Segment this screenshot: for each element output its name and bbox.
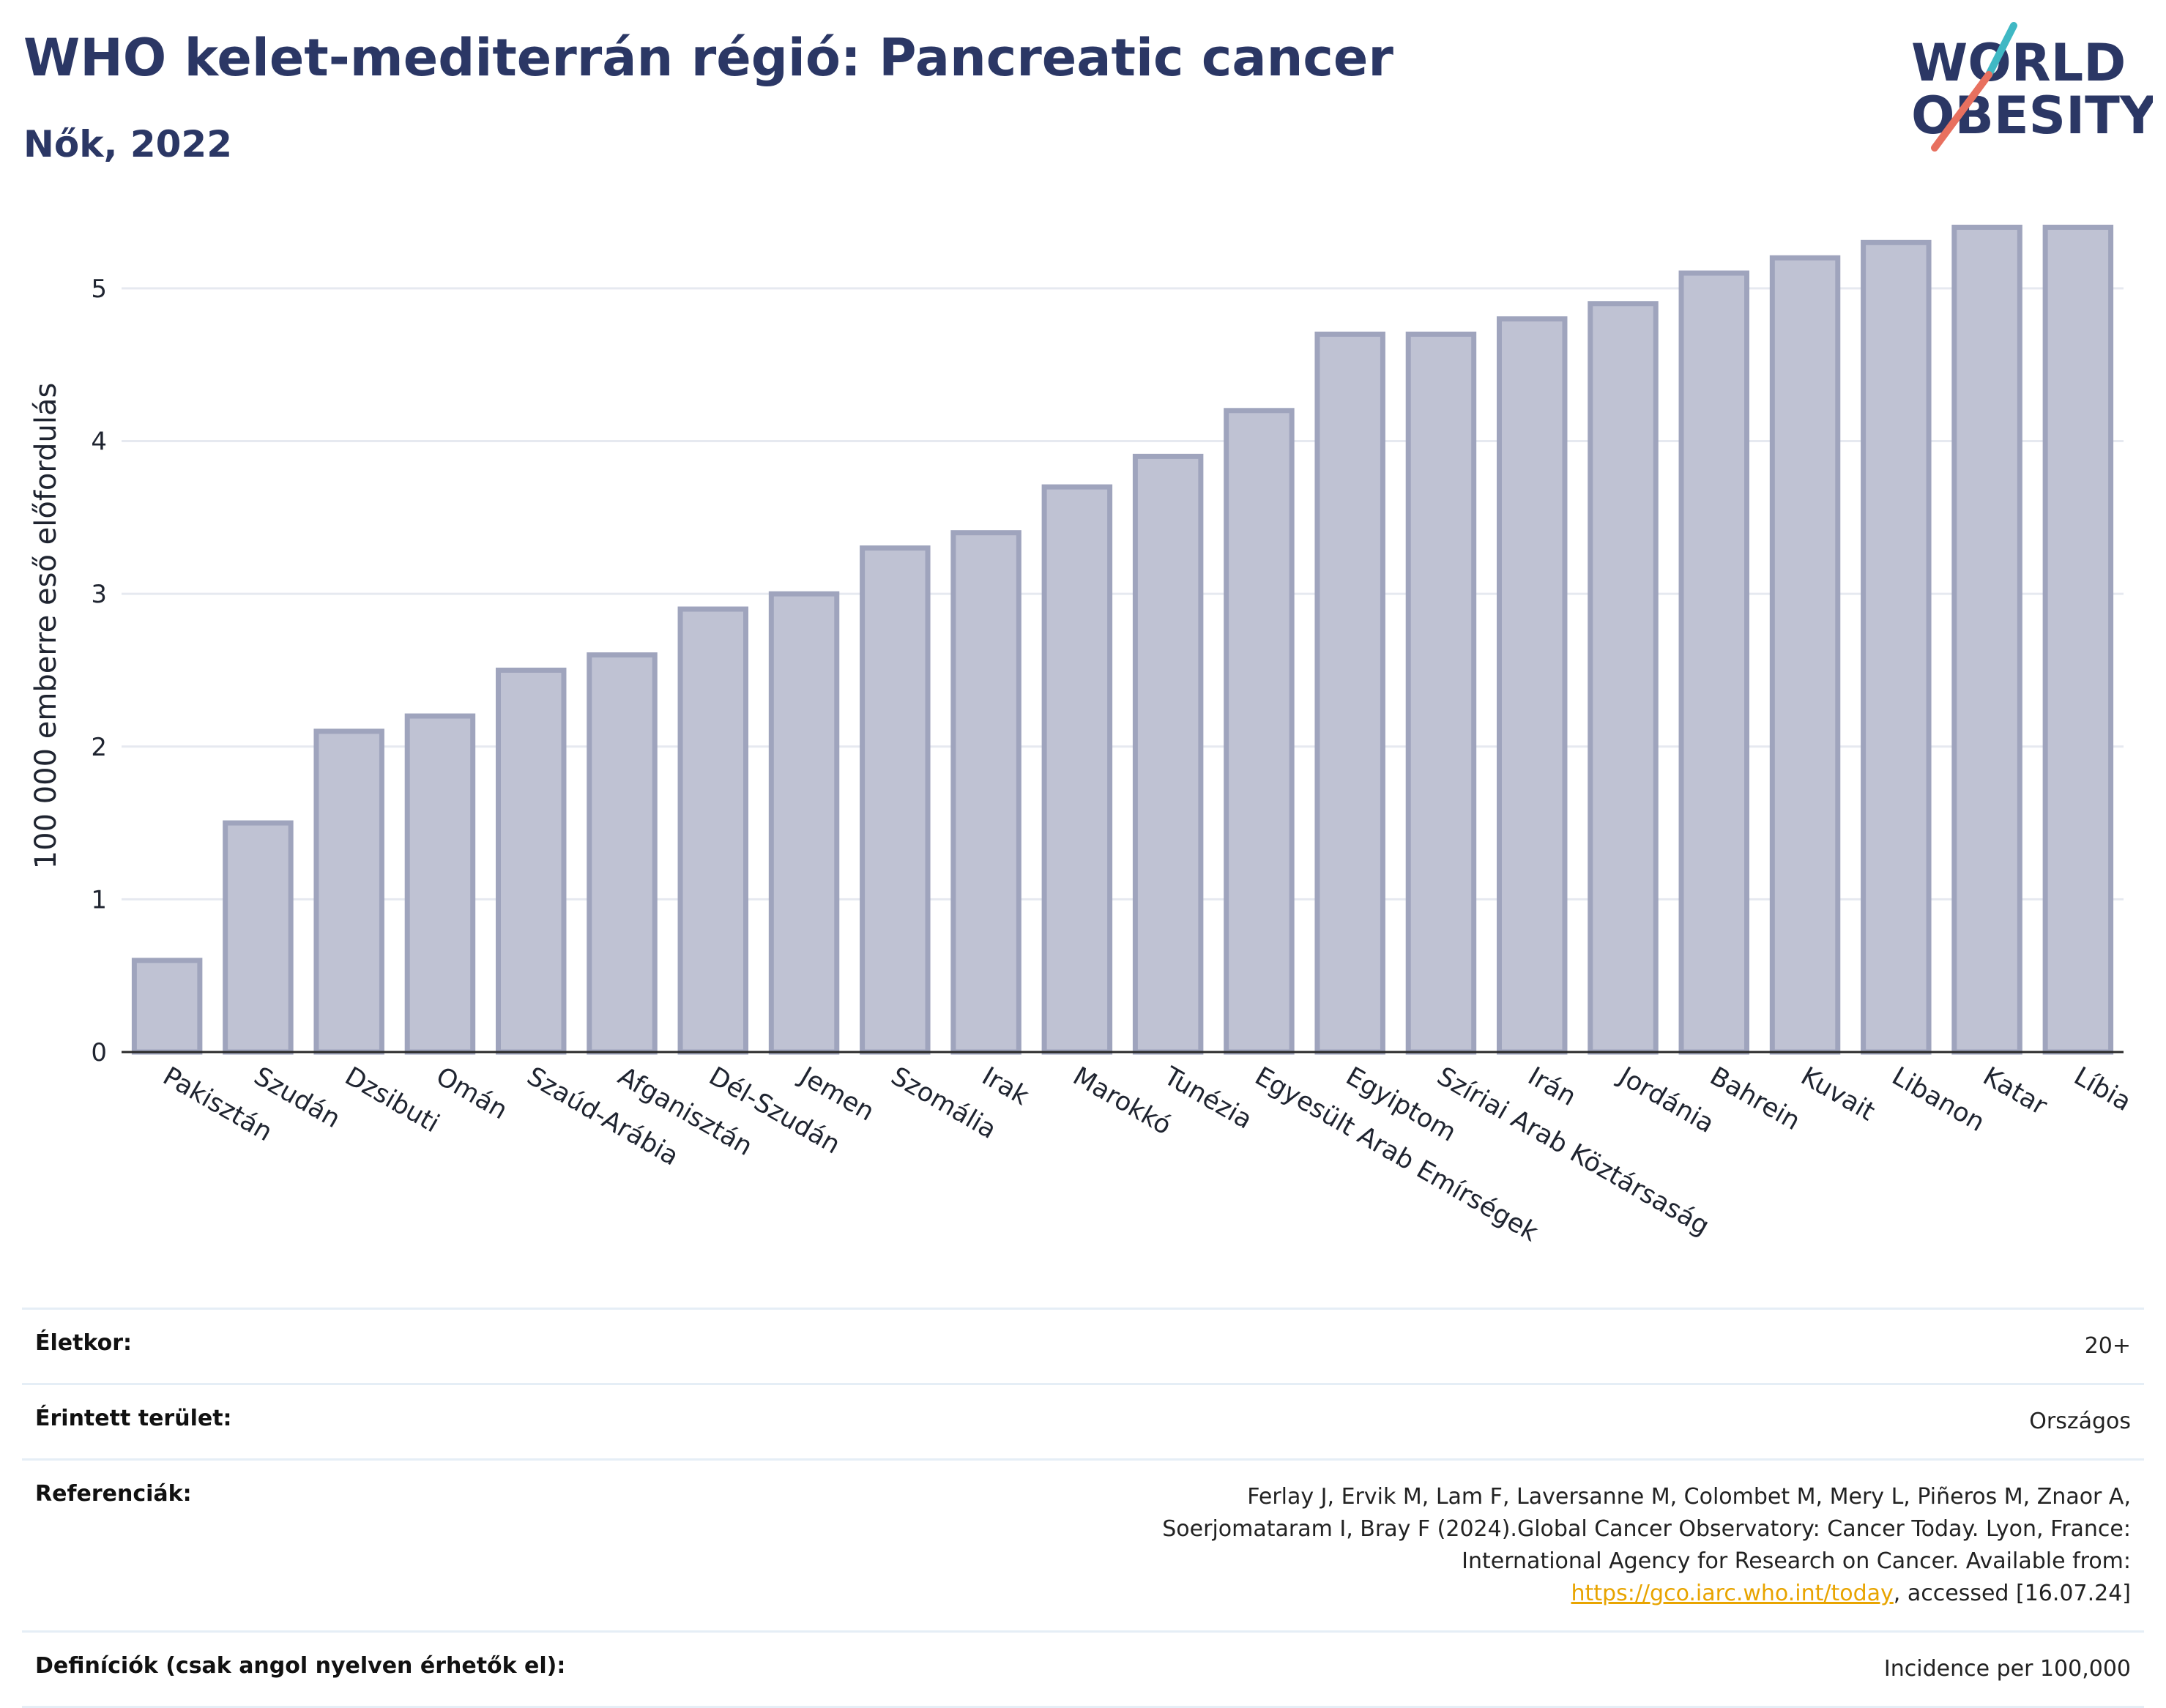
x-tick-label: Irak [977,1062,1034,1111]
bars [131,224,2114,1055]
world-obesity-logo[interactable]: WORLD OBESITY [1911,22,2153,154]
area-label: Érintett terület: [35,1406,232,1431]
bar [1405,331,1477,1055]
info-table: Életkor: 20+ Érintett terület: Országos … [22,1308,2144,1708]
bar [1132,453,1204,1055]
bar [587,652,658,1055]
x-tick-label: Libanon [1887,1062,1990,1138]
y-tick-label: 0 [91,1038,107,1067]
x-tick-label: Dzsibuti [340,1062,444,1138]
bar [677,606,749,1055]
x-tick-label: Marokkó [1068,1062,1176,1141]
bar [2042,224,2114,1055]
bar [313,728,384,1055]
references-label: Referenciák: [35,1481,192,1507]
area-value: Országos [2029,1409,2131,1434]
references-link[interactable]: https://gco.iarc.who.int/today [1571,1581,1894,1606]
x-tick-label: Líbia [2069,1062,2136,1117]
logo-slash-red [1931,71,1992,152]
info-row-area: Érintett terület: Országos [22,1384,2144,1460]
bar [404,713,476,1055]
info-row-definitions: Definíciók (csak angol nyelven érhetők e… [22,1631,2144,1707]
y-tick-label: 3 [91,580,107,609]
y-tick-label: 4 [91,428,107,457]
y-axis-label: 100 000 emberre eső előfordulás [29,383,63,870]
bar [495,667,567,1055]
y-tick-label: 1 [91,885,107,914]
bar [1769,255,1841,1055]
y-tick-label: 5 [91,275,107,304]
bar [1951,224,2022,1055]
bar [1224,408,1295,1055]
logo-line1: WORLD [1911,33,2126,93]
bar [1314,331,1385,1055]
x-tick-label: Tunézia [1158,1062,1257,1135]
y-tick-label: 2 [91,733,107,762]
x-tick-label: Szaúd-Arábia [522,1062,683,1171]
bar [768,591,840,1055]
bar [1041,484,1113,1055]
x-tick-label: Bahrein [1705,1062,1805,1136]
references-value: Ferlay J, Ervik M, Lam F, Laversanne M, … [578,1460,2144,1632]
definitions-label: Definíciók (csak angol nyelven érhetők e… [35,1653,566,1679]
x-tick-label: Omán [431,1062,512,1125]
bar [1496,316,1568,1055]
page-subtitle: Nők, 2022 [23,123,233,165]
x-tick-label: Jordánia [1612,1061,1719,1139]
logo-line2: OBESITY [1911,86,2153,146]
references-text-2: , accessed [16.07.24] [1893,1581,2131,1606]
age-value: 20+ [2084,1333,2131,1359]
bar [1588,301,1659,1055]
definitions-value: Incidence per 100,000 [1883,1656,2131,1682]
info-row-age: Életkor: 20+ [22,1308,2144,1384]
bar [860,545,931,1055]
references-text-1: Ferlay J, Ervik M, Lam F, Laversanne M, … [1162,1484,2131,1574]
bar [1678,270,1750,1055]
bar [950,530,1021,1055]
bar [223,820,294,1055]
bar [1861,239,1932,1055]
info-row-references: Referenciák: Ferlay J, Ervik M, Lam F, L… [22,1459,2144,1632]
x-tick-label: Irán [1523,1062,1581,1112]
x-tick-label: Kuvait [1796,1062,1880,1127]
age-label: Életkor: [35,1330,133,1356]
page-title: WHO kelet-mediterrán régió: Pancreatic c… [23,28,1393,88]
bar [131,958,203,1055]
logo-slash-teal [1985,22,2017,78]
